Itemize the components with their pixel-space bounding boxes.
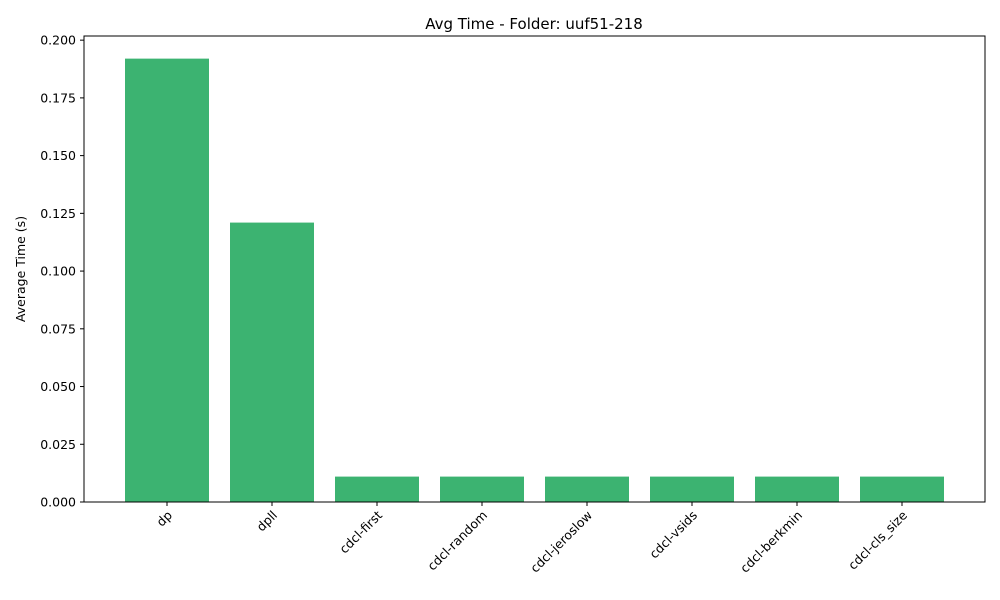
y-tick-label: 0.150 — [40, 148, 76, 163]
bar-dpll — [230, 222, 314, 503]
x-tick-label: dpll — [253, 508, 280, 535]
x-tick-label: cdcl-jeroslow — [527, 508, 595, 576]
bar-cdcl-berkmin — [755, 476, 839, 502]
y-tick-label: 0.175 — [40, 90, 76, 105]
plot-frame — [83, 35, 986, 503]
y-tick-label: 0.100 — [40, 264, 76, 279]
y-tick-label: 0.050 — [40, 379, 76, 394]
bar-cdcl-jeroslow — [545, 476, 629, 502]
bar-dp — [125, 58, 209, 503]
bar-cdcl-random — [440, 476, 524, 502]
x-tick-label: dp — [153, 507, 175, 529]
bar-cdcl-vsids — [650, 476, 734, 502]
y-tick-label: 0.200 — [40, 33, 76, 48]
x-tick-label: cdcl-first — [336, 507, 385, 556]
bar-cdcl-cls_size — [860, 476, 944, 502]
x-axis-ticks: dp dpll cdcl-first cdcl-random cdcl-jeroslow… — [153, 502, 910, 576]
y-tick-label: 0.125 — [40, 206, 76, 221]
chart-title: Avg Time - Folder: uuf51-218 — [425, 15, 643, 33]
x-tick-label: cdcl-berkmin — [737, 508, 805, 576]
bars-group — [125, 58, 944, 503]
x-tick-label: cdcl-cls_size — [845, 507, 910, 572]
y-axis-ticks: 0.000 0.025 0.050 0.075 0.100 0.125 0.150 0.175… — [40, 33, 84, 510]
bar-cdcl-first — [335, 476, 419, 502]
x-tick-label: cdcl-vsids — [646, 508, 700, 562]
x-tick-label: cdcl-random — [424, 508, 490, 574]
y-axis-label: Average Time (s) — [13, 216, 28, 322]
y-tick-label: 0.075 — [40, 321, 76, 336]
y-tick-label: 0.025 — [40, 437, 76, 452]
y-tick-label: 0.000 — [40, 495, 76, 510]
